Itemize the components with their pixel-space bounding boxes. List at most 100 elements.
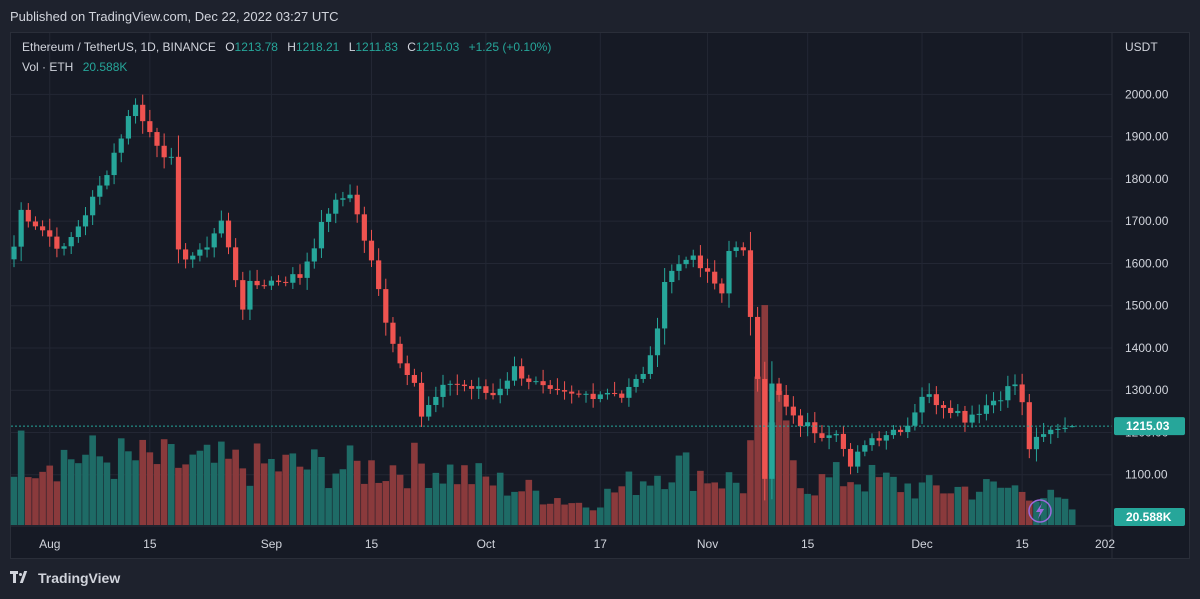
candle-body: [519, 366, 525, 379]
volume-bar: [175, 467, 182, 525]
candle-body: [461, 384, 468, 387]
time-tick-label: 15: [801, 537, 815, 551]
candle-body: [604, 392, 611, 395]
volume-bar: [904, 483, 912, 525]
volume-bar: [504, 495, 511, 525]
volume-bar: [32, 478, 39, 525]
candle-body: [54, 236, 60, 249]
volume-bar: [146, 452, 154, 525]
volume-bar: [103, 462, 111, 525]
candle-body: [318, 221, 325, 249]
candle-body: [504, 380, 510, 389]
volume-bar: [1040, 498, 1047, 525]
candle-body: [483, 386, 489, 393]
candle-body: [862, 445, 868, 452]
candle-body: [812, 422, 818, 434]
volume-bar: [53, 481, 61, 525]
price-tick-label: 2000.00: [1125, 87, 1169, 101]
time-tick-label: 15: [143, 537, 157, 551]
open-value: 1213.78: [234, 40, 278, 54]
volume-bar: [711, 482, 718, 525]
volume-bar: [1018, 491, 1026, 525]
volume-bar: [790, 460, 797, 525]
published-label: Published on TradingView.com, Dec 22, 20…: [10, 9, 339, 24]
candle-body: [225, 220, 232, 248]
candle-body: [912, 412, 918, 426]
candle-body: [404, 363, 410, 375]
candle-body: [690, 255, 696, 260]
candle-body: [869, 438, 875, 446]
volume-bar: [825, 477, 833, 525]
candle-body: [769, 383, 775, 479]
candle-body: [361, 214, 367, 241]
candle-body: [304, 261, 310, 278]
volume-bar: [411, 442, 418, 525]
candle-body: [75, 226, 81, 238]
candle-body: [840, 433, 846, 449]
volume-bar: [775, 391, 783, 525]
candle-body: [1041, 434, 1047, 437]
candle-body: [340, 198, 346, 200]
candle-body: [68, 237, 74, 247]
volume-bar: [954, 486, 962, 525]
volume-bar: [1033, 501, 1040, 525]
volume-bar: [689, 490, 697, 525]
candle-body: [948, 407, 954, 414]
time-tick-label: 17: [594, 537, 608, 551]
volume-bar: [296, 466, 304, 525]
volume-bar: [168, 444, 175, 525]
volume-bar: [675, 455, 683, 525]
candle-body: [640, 373, 646, 379]
high-label: H: [287, 40, 296, 54]
candle-body: [204, 247, 210, 250]
volume-bar: [218, 441, 225, 525]
candle-body: [333, 199, 339, 214]
volume-bar: [25, 477, 32, 525]
volume-bar: [225, 458, 232, 525]
volume-bar: [17, 430, 25, 525]
last-price-label: 1215.03: [1126, 419, 1170, 433]
volume-bar: [539, 504, 547, 525]
close-label: C: [407, 40, 416, 54]
candle-body: [511, 366, 518, 381]
candle-body: [833, 433, 839, 436]
candle-body: [561, 390, 568, 392]
candle-body: [662, 282, 668, 329]
candle-body: [154, 132, 160, 146]
volume-bar: [854, 484, 861, 525]
candle-body: [790, 406, 796, 416]
brand-label[interactable]: TradingView: [38, 570, 121, 586]
candle-body: [1019, 384, 1025, 403]
candle-body: [855, 451, 861, 467]
low-value: 1211.83: [355, 40, 398, 54]
candle-body: [32, 221, 39, 227]
volume-bar: [139, 439, 146, 525]
price-tick-label: 1400.00: [1125, 341, 1169, 355]
candle-body: [1005, 386, 1011, 401]
candle-body: [597, 394, 603, 400]
candle-body: [376, 260, 382, 290]
volume-bar: [339, 469, 347, 525]
price-axis: USDT1100.001200.001300.001400.001500.001…: [1111, 33, 1185, 558]
volume-bar: [1004, 487, 1012, 525]
volume-bar: [654, 475, 661, 525]
candle-body: [354, 194, 360, 215]
volume-bar: [840, 486, 847, 525]
symbol-label[interactable]: Ethereum / TetherUS, 1D, BINANCE: [22, 40, 216, 54]
volume-bar: [232, 449, 239, 525]
candle-body: [347, 194, 353, 199]
candle-body: [576, 393, 582, 395]
time-axis: Aug 15 Sep 15 Oct 17 Nov 15 Dec 15 202: [11, 525, 1115, 551]
volume-bar: [732, 482, 740, 525]
candle-body: [533, 381, 539, 383]
candle-body: [283, 281, 289, 283]
candle-body: [397, 343, 403, 364]
candle-body: [619, 393, 625, 398]
time-tick-label: 202: [1095, 537, 1115, 551]
candle-body: [383, 289, 389, 323]
lightning-icon[interactable]: [1028, 499, 1052, 523]
volume-bar: [747, 440, 754, 525]
volume-label[interactable]: Vol · ETH: [22, 60, 74, 74]
volume-bar: [125, 451, 132, 525]
